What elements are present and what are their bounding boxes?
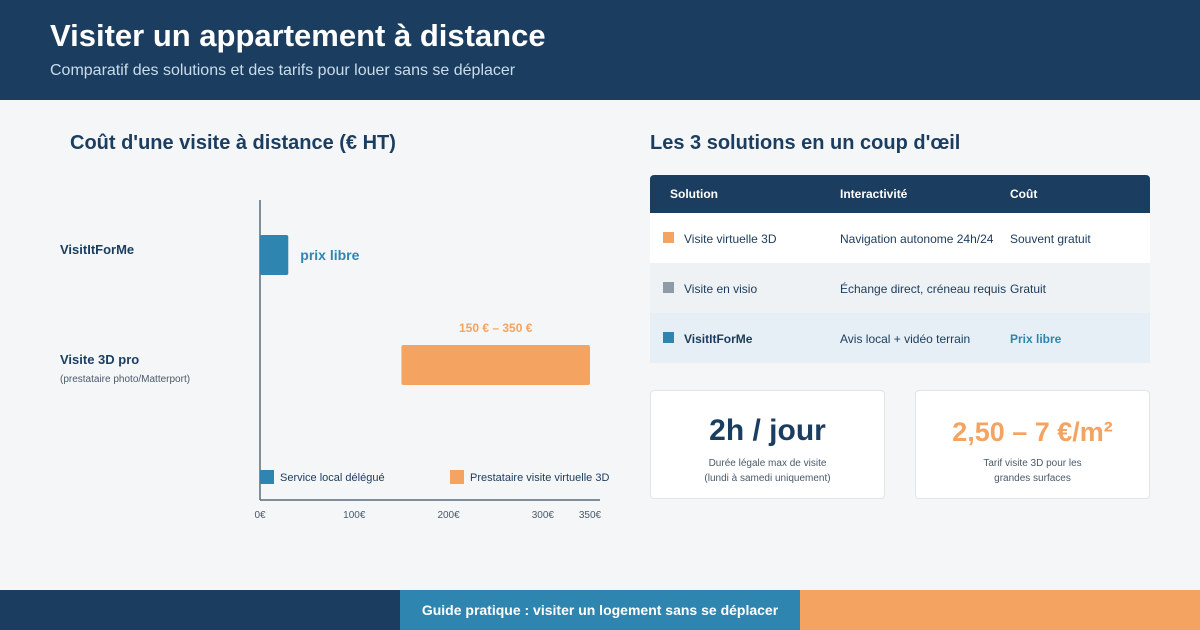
footer-label: Guide pratique : visiter un logement san…	[400, 590, 800, 630]
stat-caption-line: grandes surfaces	[994, 473, 1071, 484]
footer-bar: Guide pratique : visiter un logement san…	[0, 590, 1200, 630]
stat-caption-line: Tarif visite 3D pour les	[983, 458, 1082, 469]
cell-interactivite: Échange direct, créneau requis	[840, 282, 1007, 296]
bar-data-label: prix libre	[300, 247, 359, 263]
cell-solution: Visite virtuelle 3D	[684, 232, 777, 246]
cell-cout: Souvent gratuit	[1010, 232, 1091, 246]
cell-interactivite: Avis local + vidéo terrain	[840, 332, 971, 346]
bar	[260, 235, 289, 275]
table-row: Visite virtuelle 3D Navigation autonome …	[650, 213, 1150, 263]
table-header: Solution Interactivité Coût	[650, 175, 1150, 213]
page-title: Visiter un appartement à distance	[50, 18, 546, 53]
stat-caption-line: (lundi à samedi uniquement)	[704, 473, 831, 484]
cell-solution: VisitItForMe	[684, 332, 753, 346]
color-swatch	[663, 282, 674, 293]
stat-value: 2h / jour	[709, 414, 826, 447]
header-interactivite: Interactivité	[840, 187, 908, 201]
cell-interactivite: Navigation autonome 24h/24	[840, 232, 994, 246]
bar	[401, 345, 590, 385]
x-tick-label: 100€	[343, 510, 366, 521]
legend-label: Prestataire visite virtuelle 3D	[470, 472, 609, 484]
cell-solution: Visite en visio	[684, 282, 758, 296]
table-row: Visite en visio Échange direct, créneau …	[650, 263, 1150, 313]
stat-caption: Durée légale max de visite (lundi à same…	[651, 456, 884, 486]
footer-segment-orange	[800, 590, 1200, 630]
x-tick-label: 0€	[254, 510, 266, 521]
header-solution: Solution	[670, 187, 718, 201]
category-sublabel: (prestataire photo/Matterport)	[60, 374, 190, 385]
stat-caption-line: Durée légale max de visite	[708, 458, 827, 469]
footer-segment-navy	[0, 590, 400, 630]
table-title: Les 3 solutions en un coup d'œil	[650, 132, 961, 154]
cell-cout: Prix libre	[1010, 332, 1062, 346]
stat-card-visit-duration: 2h / jour Durée légale max de visite (lu…	[650, 390, 885, 499]
page-header: Visiter un appartement à distance Compar…	[0, 0, 1200, 100]
legend-swatch	[450, 470, 464, 484]
stat-value: 2,50 – 7 €/m²	[952, 417, 1113, 447]
x-tick-label: 200€	[437, 510, 460, 521]
x-tick-label: 350€	[579, 510, 602, 521]
cost-bar-chart: 0€ 100€ 200€ 300€ 350€ VisitItForMe Visite 3D …	[60, 200, 609, 521]
color-swatch	[663, 232, 674, 243]
table-row: VisitItForMe Avis local + vidéo terrain …	[650, 313, 1150, 363]
cell-cout: Gratuit	[1010, 282, 1047, 296]
category-label: VisitItForMe	[60, 242, 134, 257]
legend-label: Service local délégué	[280, 472, 385, 484]
stat-caption: Tarif visite 3D pour les grandes surface…	[916, 456, 1149, 486]
legend-swatch	[260, 470, 274, 484]
color-swatch	[663, 332, 674, 343]
page-subtitle: Comparatif des solutions et des tarifs p…	[50, 62, 516, 79]
header-cout: Coût	[1010, 187, 1038, 201]
comparison-table: Solution Interactivité Coût Visite virtu…	[650, 175, 1150, 363]
x-tick-label: 300€	[532, 510, 555, 521]
category-label: Visite 3D pro	[60, 352, 139, 367]
bar-data-label: 150 € – 350 €	[459, 321, 533, 335]
stat-card-3d-price: 2,50 – 7 €/m² Tarif visite 3D pour les g…	[915, 390, 1150, 499]
chart-title: Coût d'une visite à distance (€ HT)	[70, 132, 396, 154]
